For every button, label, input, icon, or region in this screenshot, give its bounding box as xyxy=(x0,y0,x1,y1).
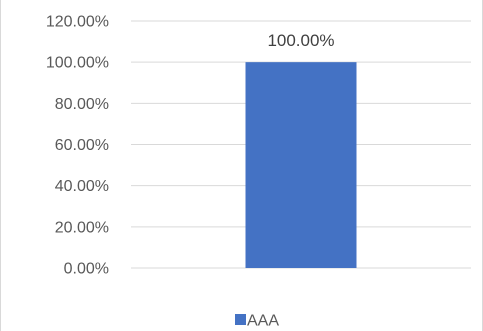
y-tick-label: 40.00% xyxy=(55,178,109,195)
y-tick-label: 100.00% xyxy=(46,55,109,72)
y-tick-label: 120.00% xyxy=(46,14,109,31)
data-label: 100.00% xyxy=(267,31,334,50)
legend-swatch xyxy=(235,314,246,325)
y-tick-label: 0.00% xyxy=(64,261,109,278)
y-tick-label: 80.00% xyxy=(55,96,109,113)
bar xyxy=(245,62,357,268)
legend-label: AAA xyxy=(247,313,279,330)
y-tick-label: 60.00% xyxy=(55,137,109,154)
y-tick-label: 20.00% xyxy=(55,219,109,236)
